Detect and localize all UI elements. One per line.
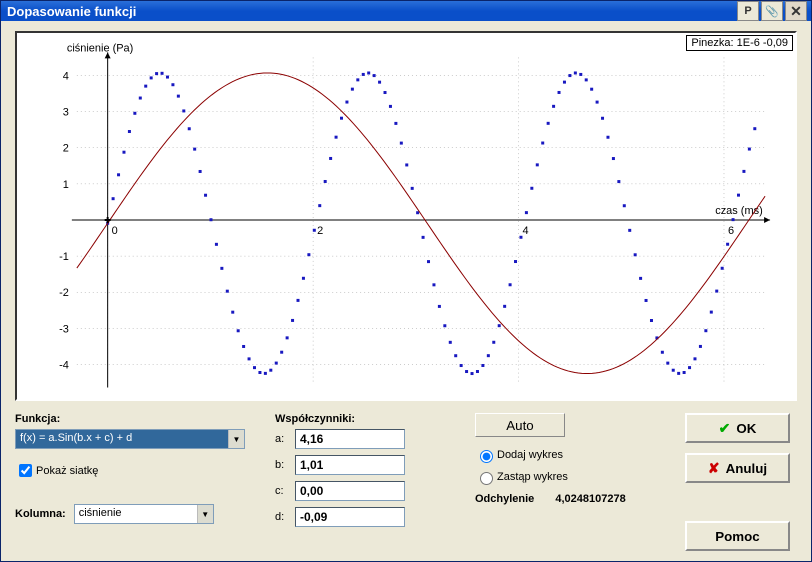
coef-b-row: b:: [275, 455, 465, 475]
close-icon: ✕: [790, 3, 802, 20]
odchylenie-row: Odchylenie 4,0248107278: [475, 493, 665, 505]
window-title: Dopasowanie funkcji: [7, 4, 735, 19]
coef-d-input[interactable]: [295, 507, 405, 527]
radio-zastap-label: Zastąp wykres: [497, 471, 568, 483]
radio-dodaj-row: Dodaj wykres: [475, 447, 665, 463]
svg-text:0: 0: [112, 225, 118, 237]
app-window: Dopasowanie funkcji P 📎 ✕ Pinezka: 1E-6 …: [0, 0, 812, 562]
radio-zastap-row: Zastąp wykres: [475, 469, 665, 485]
svg-text:czas (ms): czas (ms): [715, 205, 763, 217]
svg-text:4: 4: [63, 70, 69, 82]
funkcja-label: Funkcja:: [15, 413, 265, 425]
content-area: Pinezka: 1E-6 -0,09 -4 -3 -2 -1 1 2 3 4 0 2 4 6 ciśn…: [1, 21, 811, 561]
svg-text:6: 6: [728, 225, 734, 237]
chevron-down-icon: ▼: [197, 505, 213, 523]
svg-text:-2: -2: [59, 287, 69, 299]
coef-c-label: c:: [275, 485, 295, 497]
svg-text:2: 2: [317, 225, 323, 237]
auto-button[interactable]: Auto: [475, 413, 565, 437]
anuluj-button[interactable]: ✘ Anuluj: [685, 453, 790, 483]
funkcja-value: f(x) = a.Sin(b.x + c) + d: [16, 430, 228, 448]
col-radio: Auto Dodaj wykres Zastąp wykres Odchylen…: [475, 413, 675, 551]
coef-d-row: d:: [275, 507, 465, 527]
odchylenie-value: 4,0248107278: [555, 493, 625, 505]
chart-panel: Pinezka: 1E-6 -0,09 -4 -3 -2 -1 1 2 3 4 0 2 4 6 ciśn…: [15, 31, 797, 401]
chevron-down-icon: ▼: [228, 430, 244, 448]
odchylenie-label: Odchylenie: [475, 493, 534, 505]
kolumna-label: Kolumna:: [15, 508, 66, 520]
coef-a-label: a:: [275, 433, 295, 445]
pomoc-label: Pomoc: [715, 529, 759, 544]
chart-svg: -4 -3 -2 -1 1 2 3 4 0 2 4 6 ciśnienie (Pa) czas (ms): [17, 33, 795, 399]
pokaz-siatke-checkbox[interactable]: [19, 464, 32, 477]
svg-text:3: 3: [63, 107, 69, 119]
coef-c-input[interactable]: [295, 481, 405, 501]
pomoc-button[interactable]: Pomoc: [685, 521, 790, 551]
col-wspolczynniki: Współczynniki: a: b: c: d:: [275, 413, 475, 551]
svg-text:ciśnienie (Pa): ciśnienie (Pa): [67, 42, 133, 54]
ok-label: OK: [736, 421, 756, 436]
pokaz-siatke-row: Pokaż siatkę: [15, 461, 265, 480]
titlebar-p-button[interactable]: P: [737, 1, 759, 21]
pin-icon: 📎: [765, 5, 779, 18]
ok-icon: ✔: [719, 420, 731, 437]
kolumna-value: ciśnienie: [75, 505, 197, 523]
svg-text:-1: -1: [59, 251, 69, 263]
coef-a-row: a:: [275, 429, 465, 449]
coef-d-label: d:: [275, 511, 295, 523]
kolumna-row: Kolumna: ciśnienie ▼: [15, 504, 265, 524]
svg-text:2: 2: [63, 143, 69, 155]
radio-dodaj[interactable]: [480, 450, 493, 463]
col-actions: ✔ OK ✘ Anuluj Pomoc: [675, 413, 800, 551]
anuluj-label: Anuluj: [726, 461, 767, 476]
coef-c-row: c:: [275, 481, 465, 501]
radio-zastap[interactable]: [480, 472, 493, 485]
titlebar-close-button[interactable]: ✕: [785, 1, 807, 21]
svg-text:-3: -3: [59, 323, 69, 335]
kolumna-dropdown[interactable]: ciśnienie ▼: [74, 504, 214, 524]
cancel-icon: ✘: [708, 460, 720, 477]
svg-text:4: 4: [523, 225, 529, 237]
titlebar: Dopasowanie funkcji P 📎 ✕: [1, 1, 811, 21]
wspol-label: Współczynniki:: [275, 413, 465, 425]
radio-dodaj-label: Dodaj wykres: [497, 449, 563, 461]
svg-text:1: 1: [63, 179, 69, 191]
coef-a-input[interactable]: [295, 429, 405, 449]
coef-b-input[interactable]: [295, 455, 405, 475]
ok-button[interactable]: ✔ OK: [685, 413, 790, 443]
pin-readout: Pinezka: 1E-6 -0,09: [686, 35, 793, 51]
coef-b-label: b:: [275, 459, 295, 471]
col-funkcja: Funkcja: f(x) = a.Sin(b.x + c) + d ▼ Pok…: [15, 413, 275, 551]
pokaz-siatke-label: Pokaż siatkę: [36, 465, 98, 477]
svg-text:-4: -4: [59, 359, 69, 371]
controls-area: Funkcja: f(x) = a.Sin(b.x + c) + d ▼ Pok…: [15, 413, 797, 551]
funkcja-dropdown[interactable]: f(x) = a.Sin(b.x + c) + d ▼: [15, 429, 245, 449]
titlebar-pin-button[interactable]: 📎: [761, 1, 783, 21]
